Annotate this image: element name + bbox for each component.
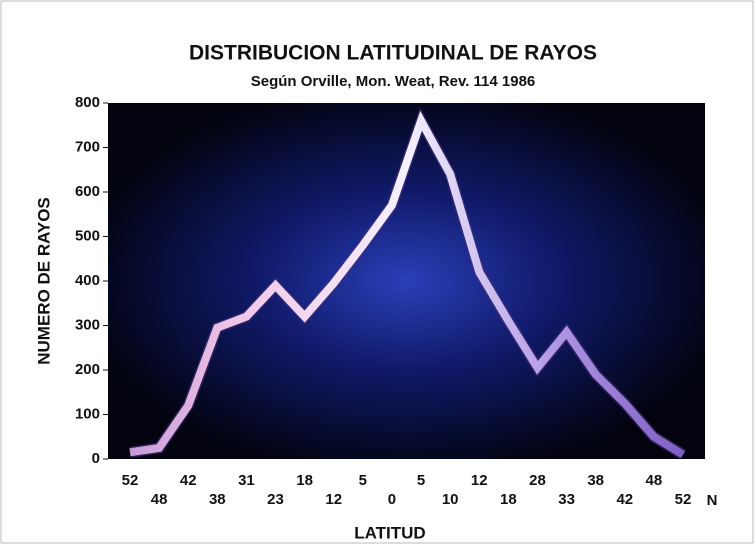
y-tick-label: 300 [75,316,100,333]
x-tick-label: 10 [442,491,459,508]
x-tick-label: 38 [209,491,226,508]
x-tick-label: 33 [558,491,575,508]
chart: DISTRIBUCION LATITUDINAL DE RAYOS Según … [0,0,756,546]
x-tick-label: 5 [359,472,367,489]
y-tick-label: 0 [92,450,100,467]
x-tick-label: 48 [151,491,168,508]
x-tick-label: 31 [238,472,255,489]
x-tick-label: 18 [296,472,313,489]
y-tick-label: 800 [75,94,100,111]
x-axis-label: LATITUD [354,523,425,542]
y-tick-label: 700 [75,138,100,155]
y-tick-label: 600 [75,183,100,200]
x-tick-label: 48 [646,472,663,489]
x-tick-label: 52 [675,491,692,508]
x-suffix: N [707,492,718,509]
y-tick-label: 500 [75,227,100,244]
x-tick-label: 12 [471,472,488,489]
x-tick-label: 5 [417,472,425,489]
x-tick-label: 12 [325,491,342,508]
x-tick-label: 42 [180,472,197,489]
x-tick-label: 28 [529,472,546,489]
page: {"chart_data": { "type": "line", "title"… [0,0,756,546]
x-tick-label: 18 [500,491,517,508]
x-tick-label: 0 [388,491,396,508]
x-tick-label: 23 [267,491,284,508]
chart-subtitle: Según Orville, Mon. Weat, Rev. 114 1986 [251,73,536,90]
y-tick-label: 400 [75,272,100,289]
x-tick-label: 42 [616,491,633,508]
chart-title: DISTRIBUCION LATITUDINAL DE RAYOS [189,42,597,65]
x-tick-label: 38 [587,472,604,489]
y-tick-label: 200 [75,361,100,378]
y-tick-label: 100 [75,405,100,422]
x-tick-label: 52 [122,472,139,489]
y-axis-label: NUMERO DE RAYOS [34,197,53,365]
